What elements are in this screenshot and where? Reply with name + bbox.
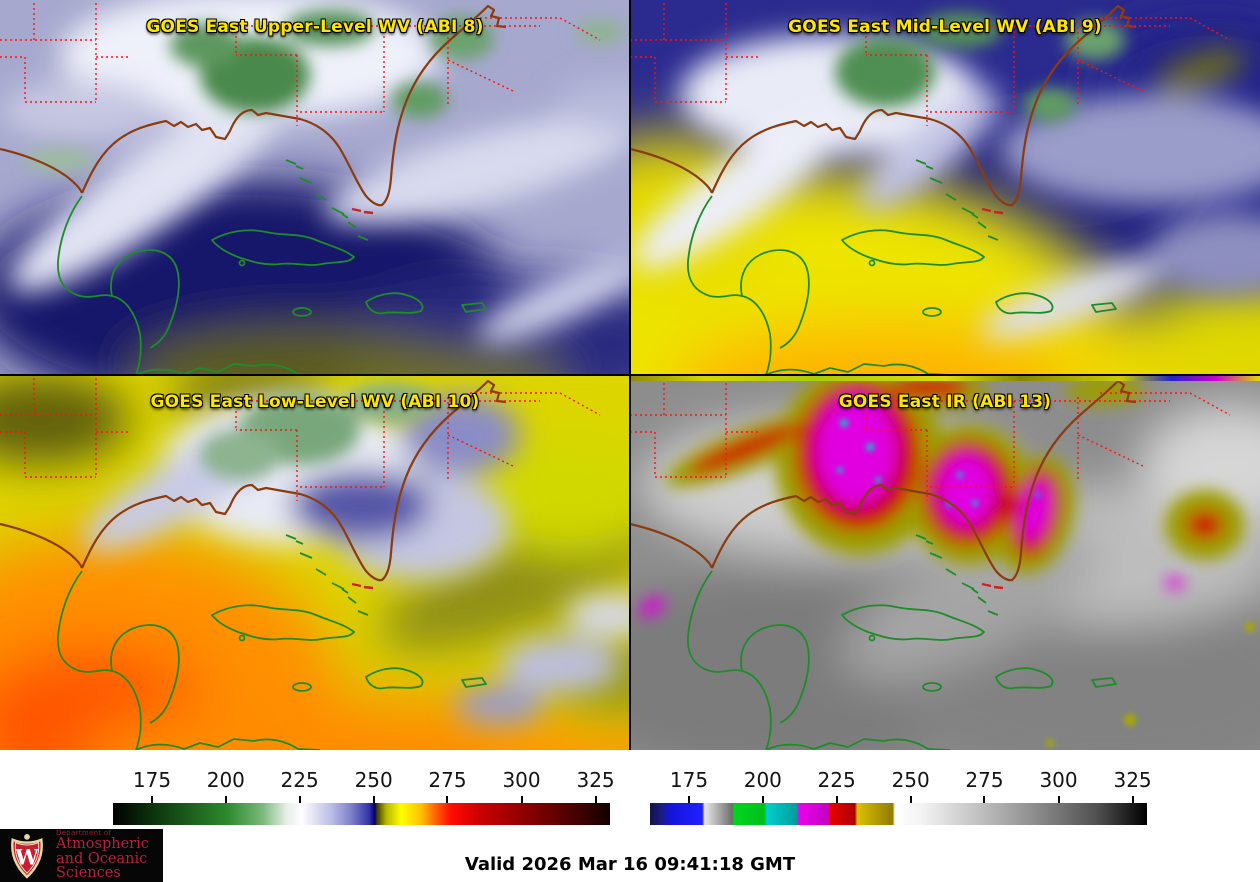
footer: 175 200 225 250 275 300 325 175 200 225 … xyxy=(0,750,1260,882)
panel-grid: GOES East Upper-Level WV (ABI 8) xyxy=(0,0,1260,750)
panel-divider-horizontal xyxy=(0,374,1260,376)
logo-name-line2: and Oceanic Sciences xyxy=(56,850,148,882)
tick-label: 275 xyxy=(965,768,1004,792)
colorbar-ir: 175 200 225 250 275 300 325 xyxy=(650,768,1152,826)
tick-label: 175 xyxy=(669,768,709,792)
tick-label: 200 xyxy=(743,768,782,792)
panel-goes-ir: GOES East IR (ABI 13) xyxy=(630,375,1260,750)
tick-label: 225 xyxy=(817,768,856,792)
colorbar-wv-gradient xyxy=(113,803,610,825)
satellite-image-abi8 xyxy=(0,0,630,375)
uw-crest-icon: W xyxy=(11,833,43,879)
svg-text:W: W xyxy=(14,844,39,869)
panel-title: GOES East Upper-Level WV (ABI 8) xyxy=(146,17,484,38)
tick-label: 225 xyxy=(280,768,319,792)
panel-title: GOES East Low-Level WV (ABI 10) xyxy=(150,392,480,413)
tick-label: 250 xyxy=(891,768,930,792)
colorbar-wv-ticks xyxy=(113,795,610,803)
colorbar-ir-gradient xyxy=(650,803,1147,825)
satellite-image-abi9 xyxy=(630,0,1260,375)
panel-title: GOES East IR (ABI 13) xyxy=(838,392,1052,413)
tick-label: 325 xyxy=(576,768,615,792)
tick-label: 250 xyxy=(354,768,393,792)
satellite-image-abi13 xyxy=(630,375,1260,750)
uw-aos-logo: W Department of Atmospheric and Oceanic … xyxy=(0,829,163,882)
tick-label: 300 xyxy=(502,768,541,792)
tick-label: 325 xyxy=(1113,768,1152,792)
tick-label: 300 xyxy=(1039,768,1078,792)
panel-goes-low-wv: GOES East Low-Level WV (ABI 10) xyxy=(0,375,630,750)
valid-timestamp: Valid 2026 Mar 16 09:41:18 GMT xyxy=(464,854,796,875)
panel-goes-upper-wv: GOES East Upper-Level WV (ABI 8) xyxy=(0,0,630,375)
uw-logo-text: Department of Atmospheric and Oceanic Sc… xyxy=(56,828,163,882)
tick-label: 200 xyxy=(206,768,245,792)
panel-goes-mid-wv: GOES East Mid-Level WV (ABI 9) xyxy=(630,0,1260,375)
satellite-image-abi10 xyxy=(0,375,630,750)
logo-name-line1: Atmospheric xyxy=(56,835,149,852)
colorbar-ir-ticks xyxy=(650,795,1147,803)
colorbar-wv: 175 200 225 250 275 300 325 xyxy=(113,768,615,826)
tick-label: 275 xyxy=(428,768,467,792)
logo-dept-line: Department of xyxy=(56,828,112,837)
colorbar-wv-labels: 175 200 225 250 275 300 325 xyxy=(113,768,615,795)
panel-title: GOES East Mid-Level WV (ABI 9) xyxy=(788,17,1102,38)
colorbar-ir-labels: 175 200 225 250 275 300 325 xyxy=(650,768,1152,795)
tick-label: 175 xyxy=(132,768,172,792)
